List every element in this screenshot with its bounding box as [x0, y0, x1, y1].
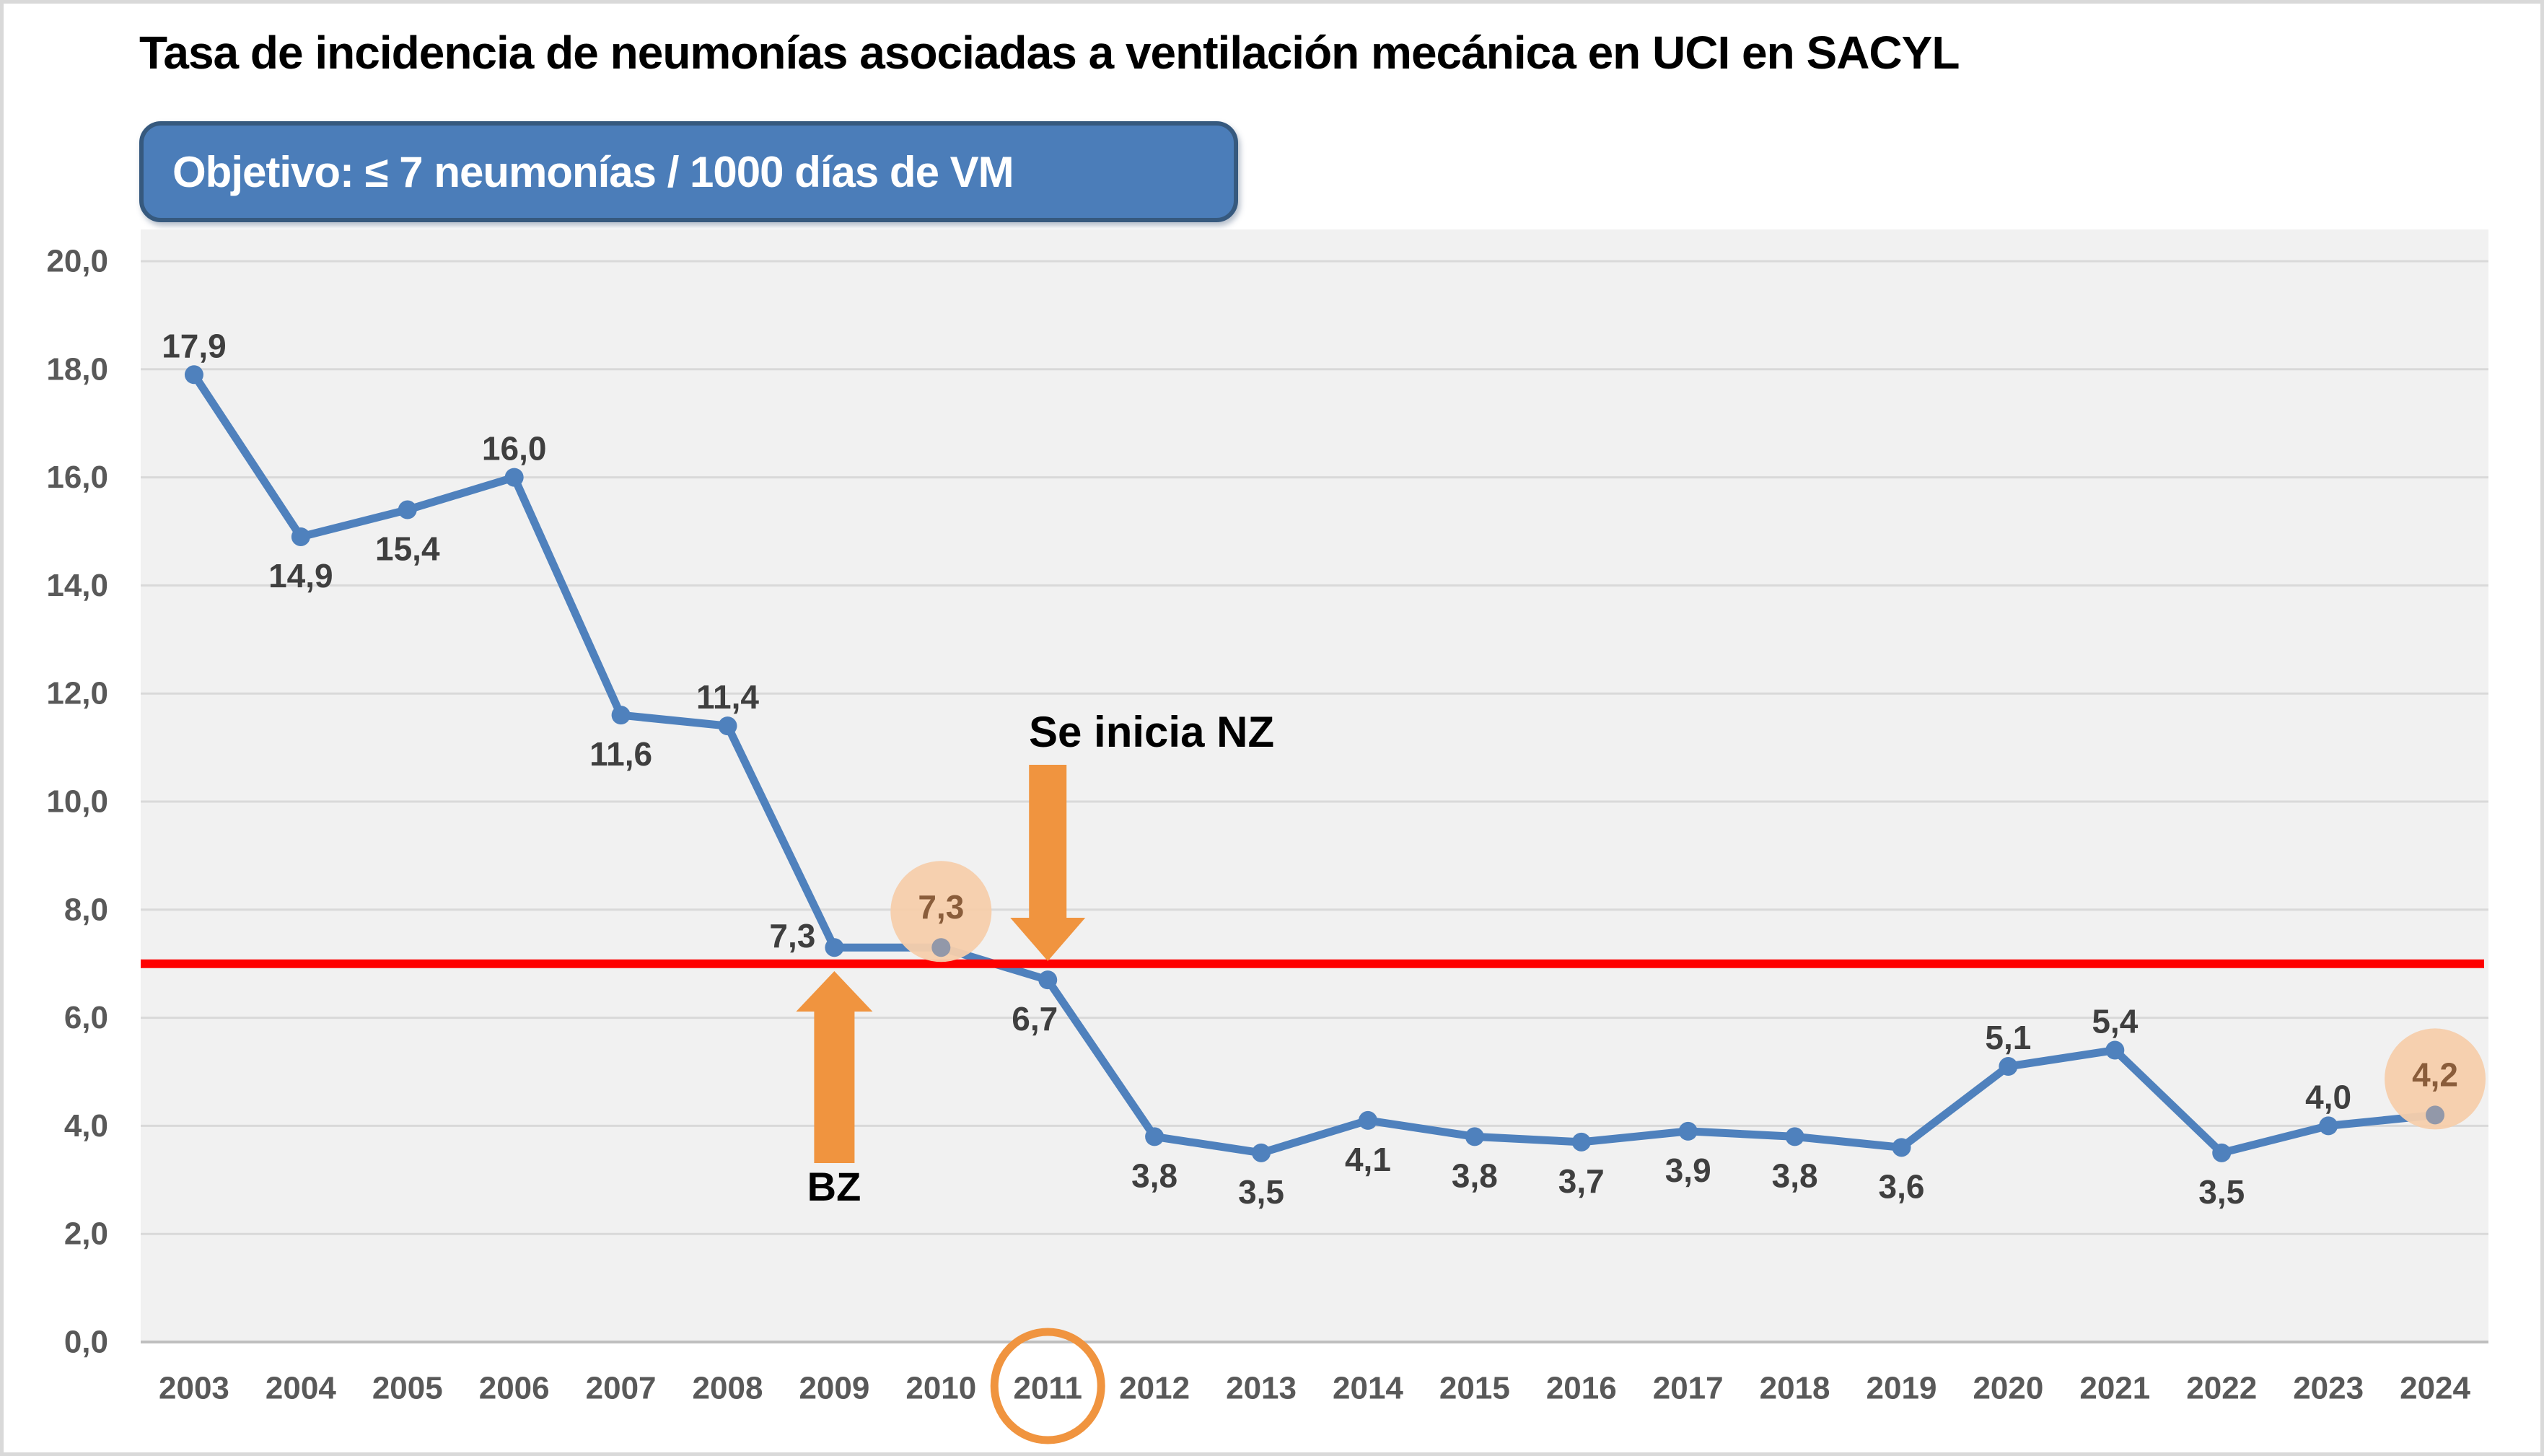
highlighted-data-label: 7,3 [918, 888, 964, 926]
x-axis-tick-label: 2005 [372, 1371, 443, 1406]
data-point-marker [825, 938, 844, 957]
year-2011-highlight-ellipse [990, 1328, 1105, 1444]
se-inicia-nz-down-arrow [1010, 765, 1086, 961]
x-axis-tick-label: 2020 [1973, 1371, 2043, 1406]
data-point-marker [1038, 970, 1058, 990]
objective-badge: Objetivo: ≤ 7 neumonías / 1000 días de V… [139, 121, 1238, 222]
x-axis-tick-label: 2019 [1867, 1371, 1937, 1406]
data-label: 3,8 [1772, 1157, 1818, 1194]
y-axis-tick-label: 10,0 [46, 784, 108, 820]
bz-up-arrow [796, 971, 873, 1163]
highlighted-data-point-marker [931, 938, 951, 957]
data-label: 3,8 [1452, 1157, 1498, 1194]
y-axis-tick-label: 8,0 [64, 892, 108, 927]
data-point-marker [1999, 1057, 2018, 1076]
x-axis-tick-label: 2007 [586, 1371, 657, 1406]
data-label: 4,1 [1345, 1141, 1391, 1178]
data-point-marker [718, 716, 737, 736]
data-point-marker [398, 500, 417, 519]
y-axis-tick-label: 20,0 [46, 244, 108, 279]
x-axis-tick-label: 2015 [1439, 1371, 1510, 1406]
chart-title: Tasa de incidencia de neumonías asociada… [139, 27, 1960, 79]
x-axis-tick-label: 2009 [799, 1371, 869, 1406]
data-point-marker [1571, 1132, 1591, 1152]
highlight-circle-2024 [2385, 1028, 2486, 1130]
x-axis-tick-label: 2003 [159, 1371, 229, 1406]
data-label: 3,9 [1665, 1152, 1711, 1189]
y-axis-tick-label: 4,0 [64, 1108, 108, 1144]
x-axis-tick-label: 2017 [1653, 1371, 1724, 1406]
data-point-marker [184, 365, 203, 385]
x-axis-tick-label: 2024 [2400, 1371, 2470, 1406]
highlighted-data-label: 4,2 [2412, 1056, 2458, 1093]
data-label: 6,7 [1012, 1000, 1058, 1038]
data-label: 17,9 [162, 327, 227, 364]
x-axis-tick-label: 2006 [479, 1371, 550, 1406]
y-axis-tick-label: 16,0 [46, 460, 108, 495]
x-axis-tick-label: 2023 [2293, 1371, 2364, 1406]
x-axis-tick-label: 2012 [1119, 1371, 1190, 1406]
x-axis-tick-label: 2014 [1333, 1371, 1403, 1406]
data-point-marker [291, 527, 310, 546]
x-axis-tick-label: 2004 [266, 1371, 336, 1406]
data-point-marker [1892, 1138, 1911, 1157]
data-point-marker [2319, 1116, 2338, 1136]
y-axis-tick-label: 2,0 [64, 1216, 108, 1252]
data-label: 11,6 [589, 735, 652, 773]
data-label: 5,1 [1985, 1019, 2031, 1056]
data-point-marker [1465, 1127, 1484, 1146]
data-label: 11,4 [696, 678, 759, 716]
y-axis-tick-label: 18,0 [46, 351, 108, 387]
x-axis-tick-label: 2008 [693, 1371, 763, 1406]
data-point-marker [1785, 1127, 1804, 1146]
data-point-marker [611, 706, 631, 725]
data-label: 3,5 [2198, 1173, 2245, 1211]
x-axis-tick-label: 2018 [1760, 1371, 1830, 1406]
plot-area [141, 229, 2488, 1342]
data-point-marker [2105, 1040, 2125, 1060]
highlighted-data-point-marker [2426, 1105, 2445, 1125]
data-point-marker [1678, 1121, 1698, 1141]
series-line [190, 370, 2439, 1157]
data-label: 16,0 [482, 430, 547, 468]
annotation-bz-label: BZ [807, 1164, 861, 1209]
y-axis-tick-label: 0,0 [64, 1325, 108, 1360]
data-label: 7,3 [769, 917, 815, 955]
x-axis-tick-label: 2022 [2186, 1371, 2257, 1406]
data-label: 3,8 [1131, 1157, 1177, 1194]
data-label: 3,7 [1558, 1162, 1605, 1200]
data-label: 4,0 [2305, 1078, 2351, 1115]
data-label: 5,4 [2092, 1003, 2138, 1040]
data-label: 3,5 [1238, 1173, 1284, 1211]
objective-badge-label: Objetivo: ≤ 7 neumonías / 1000 días de V… [172, 147, 1014, 196]
x-axis-tick-label: 2011 [1013, 1371, 1082, 1406]
data-point-marker [1358, 1110, 1377, 1130]
data-point-marker [1252, 1143, 1271, 1162]
data-point-marker [1145, 1127, 1164, 1146]
x-axis-tick-label: 2016 [1546, 1371, 1617, 1406]
x-axis-tick-label: 2013 [1226, 1371, 1297, 1406]
data-label: 14,9 [268, 557, 333, 595]
data-point-marker [504, 468, 524, 487]
y-axis-tick-label: 6,0 [64, 1000, 108, 1035]
x-axis-tick-label: 2010 [905, 1371, 976, 1406]
data-point-marker [2212, 1143, 2232, 1162]
x-axis-tick-label: 2021 [2079, 1371, 2150, 1406]
annotation-se-inicia-nz-label: Se inicia NZ [1029, 708, 1275, 756]
y-axis-tick-label: 14,0 [46, 568, 108, 603]
highlight-circle-2010 [890, 861, 992, 962]
y-axis-tick-label: 12,0 [46, 676, 108, 711]
data-label: 15,4 [375, 530, 440, 568]
data-label: 3,6 [1879, 1167, 1925, 1205]
